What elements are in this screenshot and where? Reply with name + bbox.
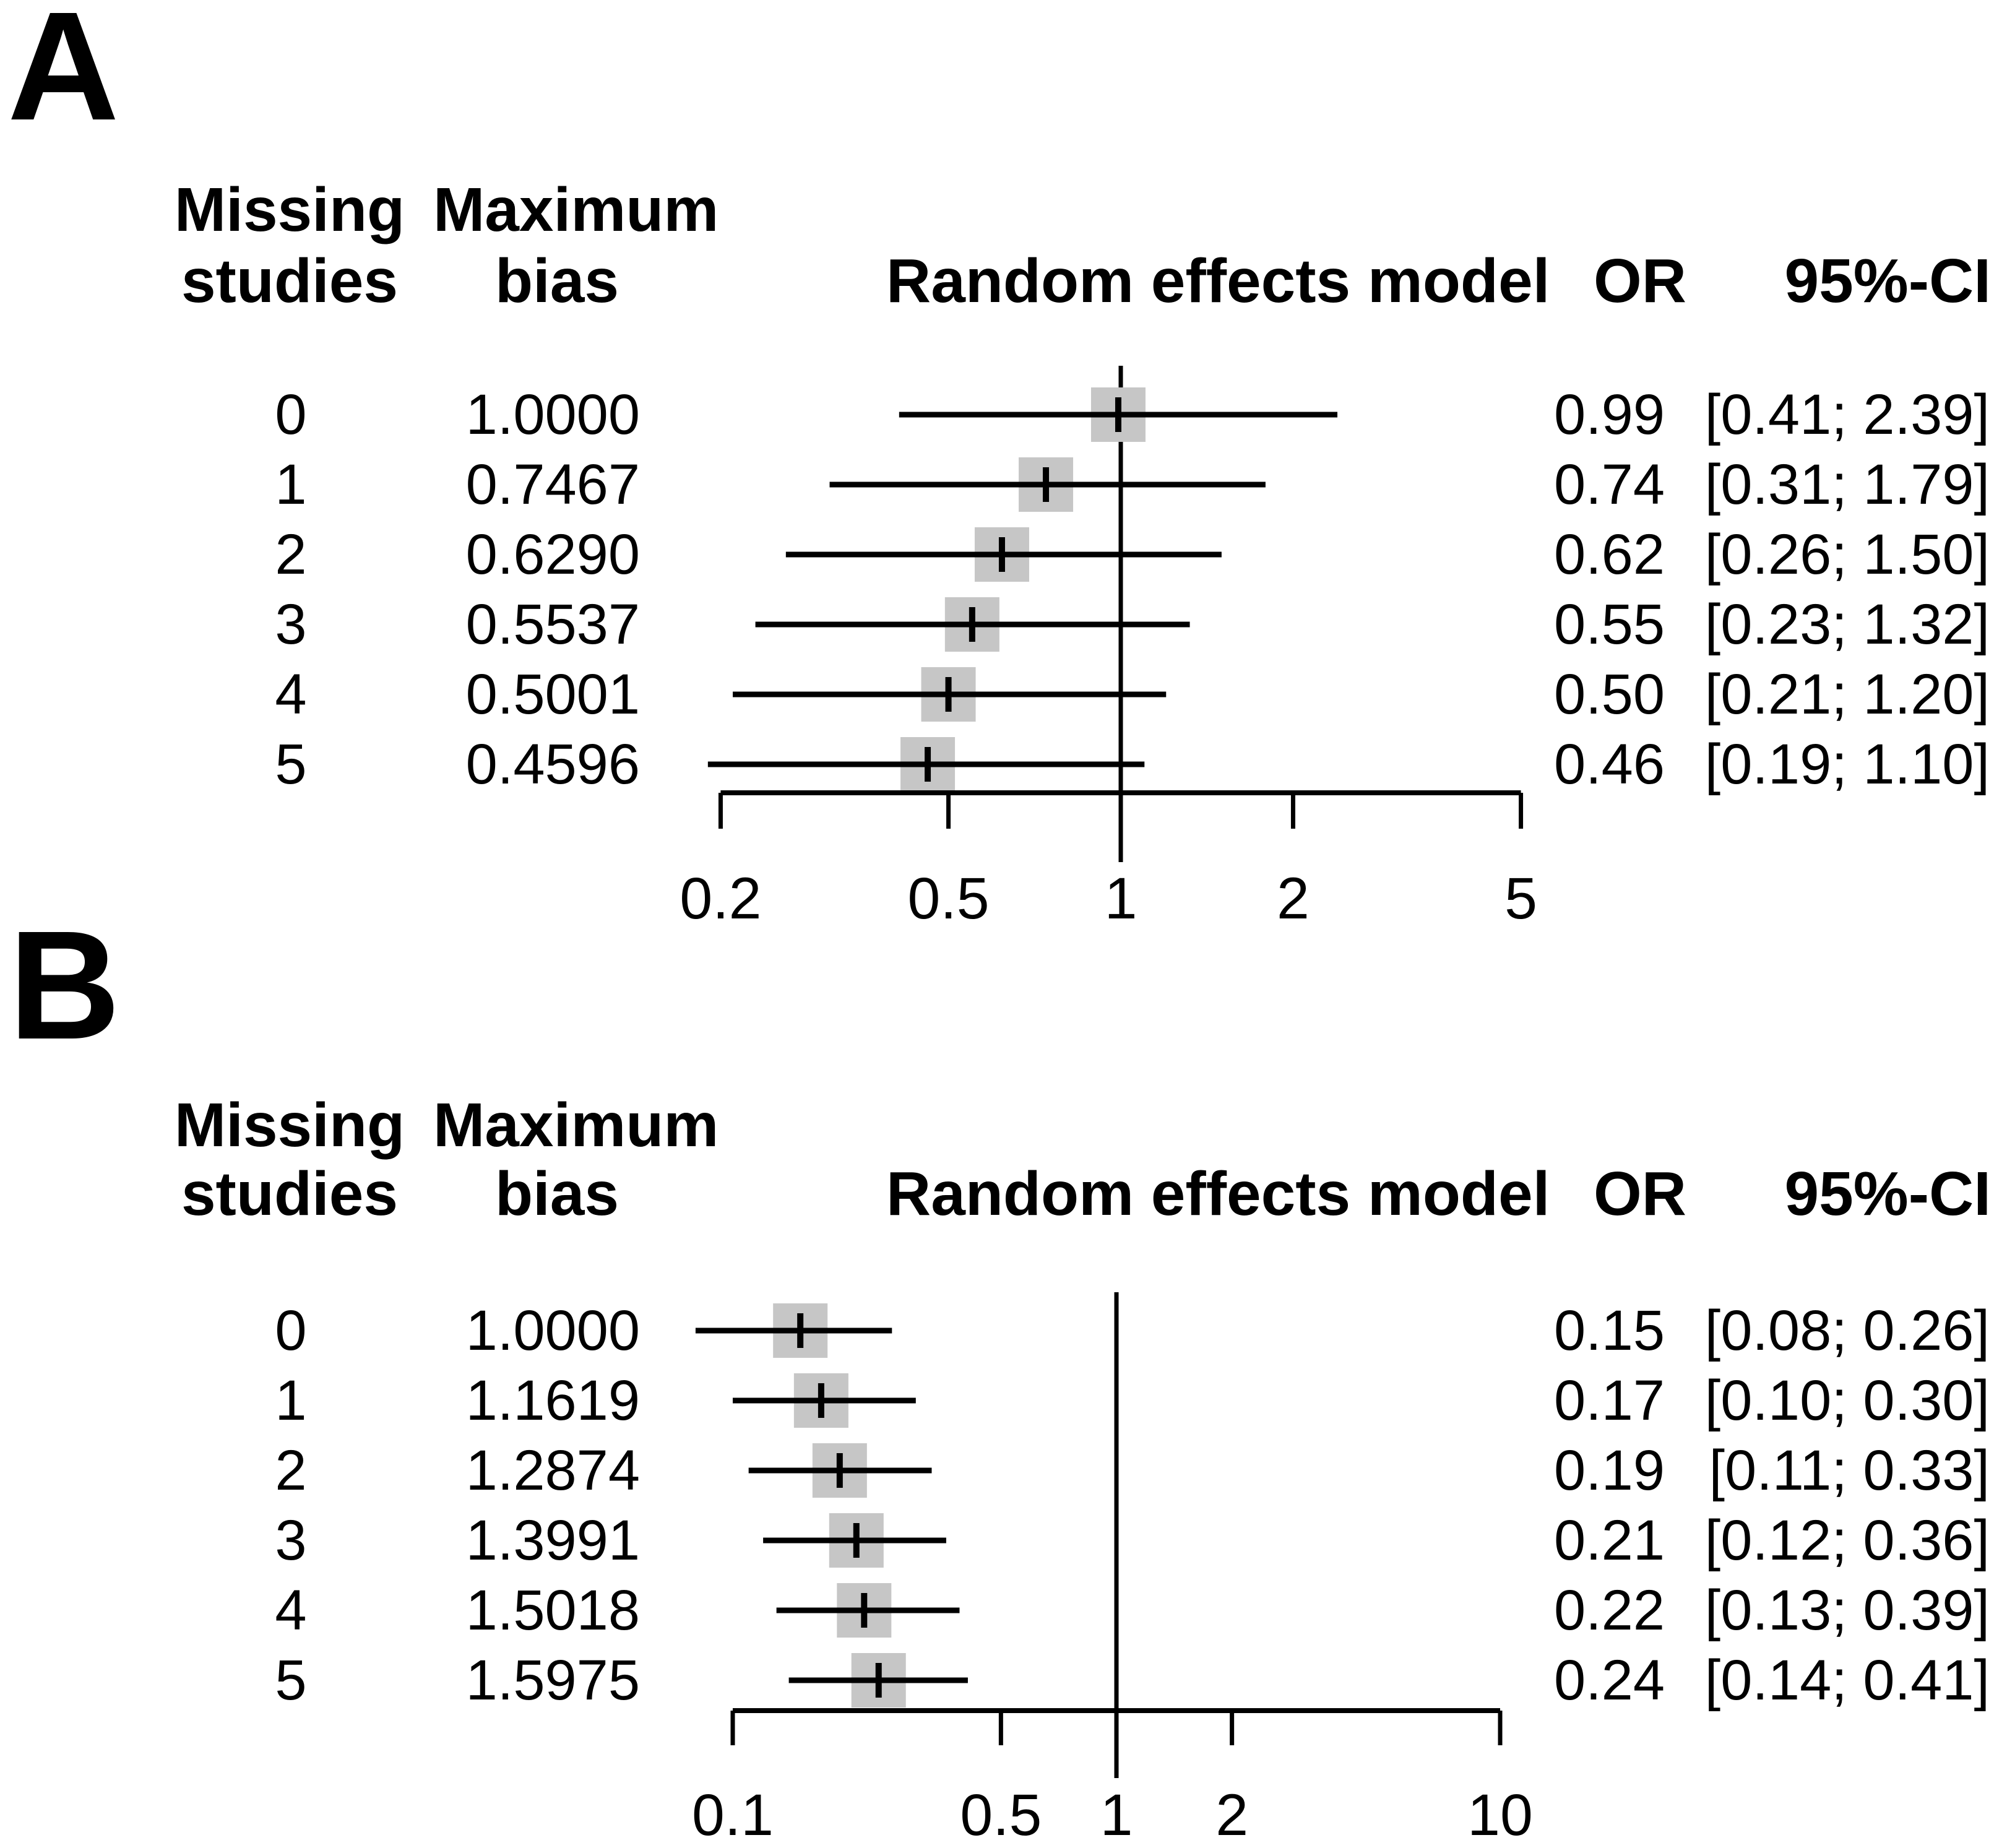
or-value: 0.55 <box>1553 593 1665 656</box>
header-ci-a: 95%-CI <box>1784 246 1991 316</box>
missing-studies-value: 3 <box>275 1509 307 1572</box>
header-model-b: Random effects model <box>886 1159 1550 1228</box>
or-value: 0.19 <box>1553 1439 1665 1502</box>
ci-value: [0.14; 0.41] <box>1704 1649 1990 1712</box>
point-estimate-tick <box>818 1383 824 1418</box>
header-bias-a: bias <box>494 246 619 316</box>
ci-value: [0.21; 1.20] <box>1704 663 1990 726</box>
point-estimate-tick <box>861 1593 868 1628</box>
point-estimate-tick <box>998 537 1005 572</box>
maximum-bias-value: 1.5975 <box>465 1649 640 1712</box>
missing-studies-value: 3 <box>275 593 307 656</box>
ci-value: [0.31; 1.79] <box>1704 453 1990 516</box>
point-estimate-tick <box>969 607 975 642</box>
ci-value: [0.13; 0.39] <box>1704 1579 1990 1642</box>
point-estimate-tick <box>1043 467 1050 502</box>
header-bias-b: bias <box>494 1159 619 1228</box>
maximum-bias-value: 0.6290 <box>465 523 640 586</box>
x-axis-tick-label: 1 <box>1105 866 1137 931</box>
missing-studies-value: 2 <box>275 523 307 586</box>
x-axis-tick-label: 5 <box>1504 866 1537 931</box>
header-or-b: OR <box>1594 1159 1686 1228</box>
or-value: 0.21 <box>1553 1509 1665 1572</box>
missing-studies-value: 2 <box>275 1439 307 1502</box>
or-value: 0.15 <box>1553 1299 1665 1362</box>
missing-studies-value: 5 <box>275 733 307 796</box>
or-value: 0.74 <box>1553 453 1665 516</box>
maximum-bias-value: 0.5537 <box>465 593 640 656</box>
or-value: 0.99 <box>1553 383 1665 446</box>
header-studies-a: studies <box>181 246 399 316</box>
panel-b-label: B <box>9 899 121 1071</box>
header-missing-b: Missing <box>174 1090 405 1160</box>
missing-studies-value: 4 <box>275 663 307 726</box>
maximum-bias-value: 1.5018 <box>465 1579 640 1642</box>
ci-value: [0.19; 1.10] <box>1704 733 1990 796</box>
or-value: 0.62 <box>1553 523 1665 586</box>
maximum-bias-value: 0.7467 <box>465 453 640 516</box>
missing-studies-value: 0 <box>275 1299 307 1362</box>
or-value: 0.46 <box>1553 733 1665 796</box>
x-axis-tick-label: 0.1 <box>692 1782 774 1848</box>
ci-value: [0.12; 0.36] <box>1704 1509 1990 1572</box>
point-estimate-tick <box>1115 397 1121 432</box>
panel-a-label: A <box>7 0 119 152</box>
or-value: 0.50 <box>1553 663 1665 726</box>
or-value: 0.24 <box>1553 1649 1665 1712</box>
header-maximum-b: Maximum <box>433 1090 719 1160</box>
point-estimate-tick <box>853 1523 860 1558</box>
missing-studies-value: 1 <box>275 453 307 516</box>
missing-studies-value: 5 <box>275 1649 307 1712</box>
ci-value: [0.08; 0.26] <box>1704 1299 1990 1362</box>
point-estimate-tick <box>925 747 931 782</box>
header-maximum-a: Maximum <box>433 175 719 244</box>
header-missing-a: Missing <box>174 175 405 244</box>
missing-studies-value: 4 <box>275 1579 307 1642</box>
ci-value: [0.26; 1.50] <box>1704 523 1990 586</box>
header-model-a: Random effects model <box>886 246 1550 316</box>
maximum-bias-value: 1.0000 <box>465 1299 640 1362</box>
x-axis-tick-label: 10 <box>1467 1782 1533 1848</box>
point-estimate-tick <box>836 1453 843 1488</box>
x-axis-tick-label: 2 <box>1215 1782 1248 1848</box>
header-or-a: OR <box>1594 246 1686 316</box>
or-value: 0.22 <box>1553 1579 1665 1642</box>
point-estimate-tick <box>875 1663 882 1698</box>
missing-studies-value: 1 <box>275 1369 307 1432</box>
ci-value: [0.41; 2.39] <box>1704 383 1990 446</box>
ci-value: [0.23; 1.32] <box>1704 593 1990 656</box>
ci-value: [0.11; 0.33] <box>1709 1439 1990 1502</box>
maximum-bias-value: 1.1619 <box>465 1369 640 1432</box>
x-axis-tick-label: 0.5 <box>960 1782 1042 1848</box>
header-studies-b: studies <box>181 1159 399 1228</box>
maximum-bias-value: 0.5001 <box>465 663 640 726</box>
ci-value: [0.10; 0.30] <box>1704 1369 1990 1432</box>
maximum-bias-value: 0.4596 <box>465 733 640 796</box>
point-estimate-tick <box>945 677 952 712</box>
x-axis-tick-label: 1 <box>1100 1782 1133 1848</box>
point-estimate-tick <box>797 1313 804 1348</box>
or-value: 0.17 <box>1553 1369 1665 1432</box>
x-axis-tick-label: 2 <box>1277 866 1310 931</box>
maximum-bias-value: 1.3991 <box>465 1509 640 1572</box>
maximum-bias-value: 1.2874 <box>465 1439 640 1502</box>
x-axis-tick-label: 0.5 <box>908 866 990 931</box>
missing-studies-value: 0 <box>275 383 307 446</box>
maximum-bias-value: 1.0000 <box>465 383 640 446</box>
header-ci-b: 95%-CI <box>1784 1159 1991 1228</box>
x-axis-tick-label: 0.2 <box>680 866 761 931</box>
